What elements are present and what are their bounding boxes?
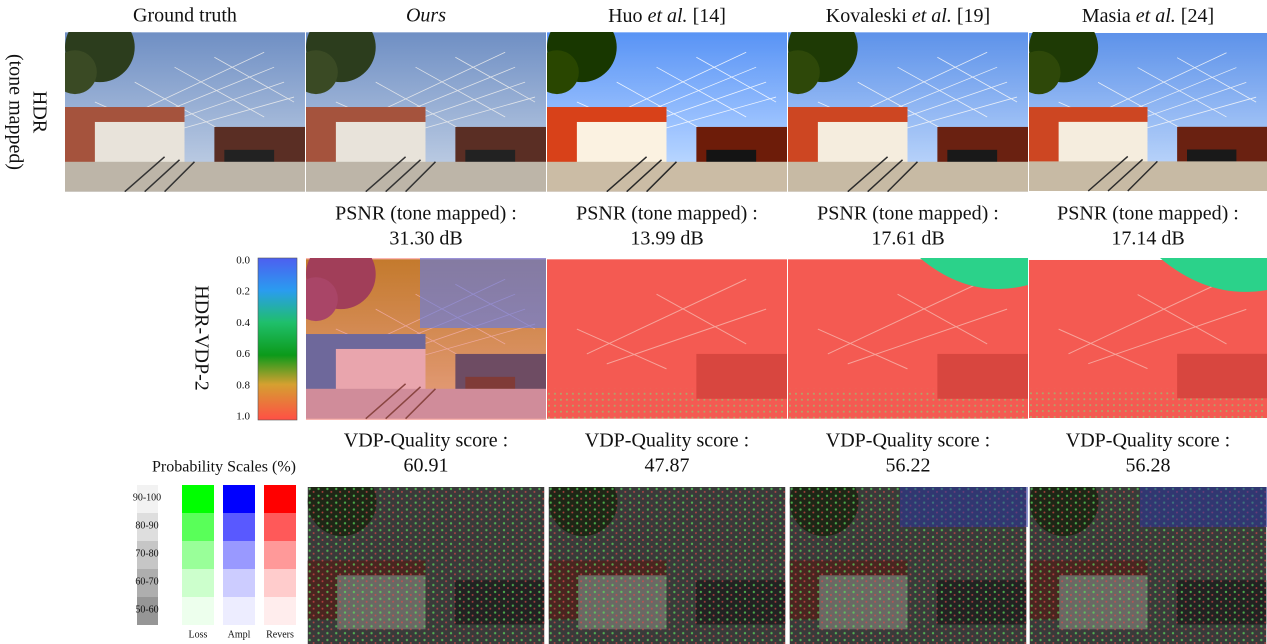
- caption-value: 60.91: [404, 455, 449, 477]
- error-row: [308, 467, 1267, 644]
- image: [535, 12, 787, 191]
- author: Masia: [1082, 5, 1131, 27]
- image: [53, 12, 305, 191]
- legend-bin-label: 60-70: [135, 576, 158, 587]
- colorbar-tick-label: 0.0: [236, 255, 250, 267]
- legend-title: Probability Scales (%): [152, 459, 296, 476]
- caption-value: 13.99 dB: [630, 228, 703, 250]
- caption-label: PSNR (tone mapped) :: [817, 203, 999, 225]
- legend-swatch: [223, 485, 255, 513]
- image: [1029, 258, 1267, 418]
- et-al: et al.: [648, 5, 688, 27]
- caption-label: VDP-Quality score :: [826, 430, 990, 452]
- caption-value: 56.22: [886, 455, 931, 477]
- et-al: et al.: [912, 5, 952, 27]
- row-label: (tone mapped): [4, 54, 26, 170]
- legend-swatch: [182, 569, 214, 597]
- colorbar-tick-label: 0.4: [236, 317, 250, 329]
- legend-column-label: Loss: [189, 629, 208, 640]
- colorbar: [258, 258, 297, 420]
- colorbar-tick-label: 0.6: [236, 348, 250, 360]
- hdr-row: [53, 12, 1267, 191]
- legend-bin-label: 70-80: [135, 548, 158, 559]
- legend-swatch: [182, 597, 214, 625]
- vdp-row: [294, 239, 1267, 420]
- legend-swatch: [264, 485, 296, 513]
- image: [1017, 13, 1267, 191]
- image: [294, 12, 546, 191]
- colorbar-tick-label: 1.0: [236, 411, 250, 423]
- row-label: HDR-VDP-2: [190, 285, 212, 391]
- legend-swatch: [264, 597, 296, 625]
- legend-swatch: [182, 513, 214, 541]
- legend-column-label: Revers: [266, 629, 294, 640]
- image: [1030, 467, 1267, 644]
- legend-bin-label: 80-90: [135, 520, 158, 531]
- caption-label: PSNR (tone mapped) :: [335, 203, 517, 225]
- ref: [19]: [957, 5, 990, 27]
- colorbar-tick-label: 0.2: [236, 286, 250, 298]
- legend-swatch: [223, 513, 255, 541]
- et-al: et al.: [1136, 5, 1176, 27]
- row-label: HDR: [28, 91, 50, 134]
- probability-legend: 90-100 80-90 70-80 60-70 50-60 Loss Ampl Revers: [133, 485, 296, 640]
- caption-value: 56.28: [1126, 455, 1171, 477]
- caption-label: PSNR (tone mapped) :: [1057, 203, 1239, 225]
- legend-swatch: [264, 541, 296, 569]
- colorbar-tick-label: 0.8: [236, 379, 250, 391]
- legend-swatch: [223, 541, 255, 569]
- legend-swatch: [223, 597, 255, 625]
- ref: [24]: [1181, 5, 1214, 27]
- image: [788, 258, 1028, 419]
- figure: Ground truth Ours Huoet al.[14] Kovalesk…: [0, 0, 1267, 644]
- caption-label: VDP-Quality score :: [344, 430, 508, 452]
- column-header: Ground truth: [133, 5, 237, 27]
- caption-label: VDP-Quality score :: [1066, 430, 1230, 452]
- image: [308, 467, 544, 644]
- author: Huo: [608, 5, 642, 27]
- ref: [14]: [693, 5, 726, 27]
- legend-bin-label: 50-60: [135, 604, 158, 615]
- caption-value: 31.30 dB: [389, 228, 462, 250]
- legend-bin-label: 90-100: [133, 492, 161, 503]
- caption-label: PSNR (tone mapped) :: [576, 203, 758, 225]
- image: [790, 467, 1028, 644]
- legend-swatch: [182, 485, 214, 513]
- legend-swatch: [264, 513, 296, 541]
- legend-swatch: [264, 569, 296, 597]
- legend-swatch: [182, 541, 214, 569]
- column-header: Ours: [406, 5, 446, 27]
- author: Kovaleski: [826, 5, 908, 27]
- psnr-captions: PSNR (tone mapped) : 31.30 dB PSNR (tone m…: [335, 203, 1239, 250]
- image: [776, 12, 1028, 191]
- image: [294, 239, 546, 420]
- legend-column-label: Ampl: [228, 629, 251, 640]
- quality-captions: VDP-Quality score : 60.91 VDP-Quality scor…: [344, 430, 1230, 477]
- caption-label: VDP-Quality score :: [585, 430, 749, 452]
- legend-swatch: [223, 569, 255, 597]
- caption-value: 17.14 dB: [1111, 228, 1184, 250]
- caption-value: 17.61 dB: [871, 228, 944, 250]
- image: [547, 259, 787, 418]
- column-header: Huo et al.[14]: [608, 5, 726, 27]
- colorbar-ticks: 0.0 0.2 0.4 0.6 0.8 1.0: [236, 255, 250, 423]
- image: [549, 467, 785, 644]
- caption-value: 47.87: [645, 455, 690, 477]
